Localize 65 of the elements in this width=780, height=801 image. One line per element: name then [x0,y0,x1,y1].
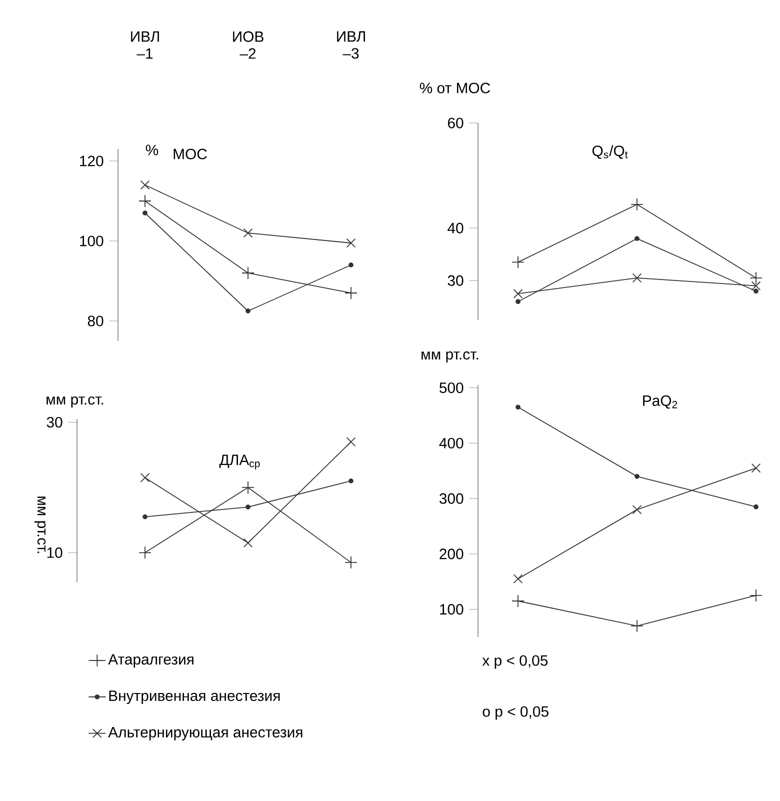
point [754,288,758,294]
point [348,478,354,484]
point [346,437,356,446]
point [243,228,253,238]
point [140,180,150,190]
y-tick-label: 300 [439,493,464,504]
y-tick-label: 10 [47,547,62,558]
y-axis-title: мм рт.ст. [46,396,104,408]
y-tick-label: 80 [88,316,104,326]
point [242,266,254,280]
x-tick-label: ИОВ –2 [233,31,264,59]
y-axis-title: % [146,144,158,156]
point [634,236,640,242]
text: o p < 0,05 [482,706,548,720]
point [513,289,523,298]
point [348,262,354,268]
y-axis-title: % от МОС [420,82,490,94]
y-tick-label: 30 [448,275,464,286]
x-tick-label: ИВЛ –1 [131,31,159,59]
point [344,286,358,300]
y-tick-label: 100 [440,604,464,615]
point [512,594,524,608]
point [632,273,642,283]
chart-title: МОС [174,148,207,160]
point [243,538,253,548]
y-tick-label: 500 [440,382,464,394]
y-tick-label: 120 [80,156,104,166]
point [140,473,150,482]
point [754,504,758,510]
point [512,256,524,269]
point [516,299,520,304]
legend-label: Атаралгезия [108,654,194,668]
y-axis-title: мм рт.ст. [422,351,478,363]
text: мм рт.ст. [34,496,46,554]
y-tick-label: 400 [439,438,464,448]
y-tick-label: 100 [80,236,104,246]
point [634,474,640,479]
point [142,514,148,520]
x-tick-label: ИВЛ –3 [337,31,365,59]
y-tick-label: 200 [440,548,464,560]
text: x p < 0,05 [482,655,548,669]
point [138,194,152,208]
legend-label: Внутривенная анестезия [109,690,280,704]
point [630,619,644,632]
point [630,198,644,211]
point [751,463,761,473]
point [142,210,148,216]
y-tick-label: 40 [448,222,464,234]
point [632,504,642,514]
y-tick-label: 60 [448,118,464,128]
point [513,574,523,584]
point [346,238,356,248]
legend-label: Альтернирующая анестезия [108,727,302,740]
point [246,308,250,314]
text: ДЛА$_{ср}$ [219,454,260,470]
y-tick-label: 30 [46,416,62,428]
point [751,281,761,291]
point [344,556,358,569]
point [750,589,762,602]
text: PaQ$_{2}$ [643,395,678,409]
point [242,481,254,494]
text: Q$_{s}$/Q$_{t}$ [592,145,628,159]
point [138,546,152,560]
point [516,404,520,410]
point [246,504,250,510]
